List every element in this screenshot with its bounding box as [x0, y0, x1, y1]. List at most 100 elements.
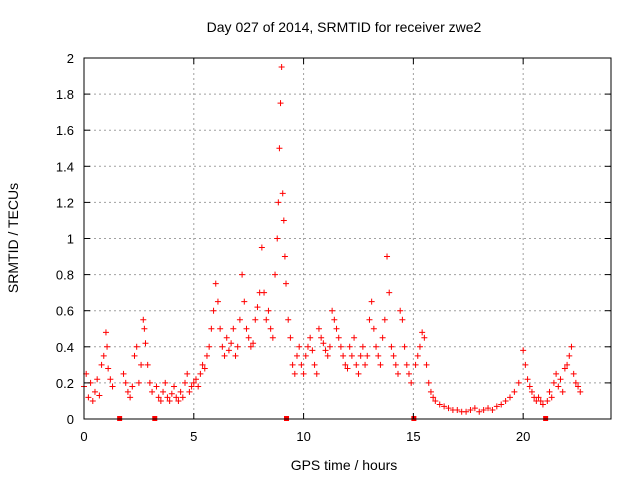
data-point [375, 352, 382, 359]
data-point [302, 352, 309, 359]
data-point [241, 298, 248, 305]
data-point [223, 334, 230, 341]
data-point [326, 343, 333, 350]
data-point [546, 388, 553, 395]
y-tick-label: 0.8 [56, 268, 74, 283]
data-point [522, 361, 529, 368]
data-point [379, 334, 386, 341]
y-tick-label: 0 [67, 412, 74, 427]
data-point [280, 217, 287, 224]
data-point [416, 343, 423, 350]
data-point [208, 325, 215, 332]
data-point [91, 388, 98, 395]
data-point [186, 388, 193, 395]
data-point [94, 376, 101, 383]
data-point [107, 376, 114, 383]
data-point [298, 361, 305, 368]
data-point [162, 379, 169, 386]
data-point [425, 379, 432, 386]
data-point [173, 394, 180, 401]
x-tick-label: 0 [80, 429, 87, 444]
data-point [454, 406, 461, 413]
data-point [250, 340, 257, 347]
data-point [355, 370, 362, 377]
data-point [311, 361, 318, 368]
data-point [85, 394, 92, 401]
data-point [287, 334, 294, 341]
data-point [184, 370, 191, 377]
data-point [476, 408, 483, 415]
data-point [331, 316, 338, 323]
data-point [564, 361, 571, 368]
data-point [153, 383, 160, 390]
data-point [535, 394, 542, 401]
x-axis-title: GPS time / hours [291, 457, 398, 473]
data-point [568, 343, 575, 350]
x-axis: 0 5 10 15 20 [80, 58, 530, 444]
data-point [261, 289, 268, 296]
data-point [351, 334, 358, 341]
data-point [140, 316, 147, 323]
data-point [318, 334, 325, 341]
data-point [559, 388, 566, 395]
data-point [234, 343, 241, 350]
data-point [239, 271, 246, 278]
data-point [392, 361, 399, 368]
data-point [315, 325, 322, 332]
data-point [274, 235, 281, 242]
data-point [296, 343, 303, 350]
data-point [243, 325, 250, 332]
data-point [414, 352, 421, 359]
data-point [206, 343, 213, 350]
data-point [537, 397, 544, 404]
data-point [526, 383, 533, 390]
data-point [219, 343, 226, 350]
data-point [329, 307, 336, 314]
data-point [188, 383, 195, 390]
grid [84, 58, 611, 419]
data-point [199, 361, 206, 368]
data-point [124, 388, 131, 395]
data-point [175, 397, 182, 404]
data-point [129, 383, 136, 390]
data-point [177, 388, 184, 395]
data-point [279, 190, 286, 197]
data-point [419, 329, 426, 336]
data-point [324, 352, 331, 359]
data-point [395, 370, 402, 377]
data-point [370, 325, 377, 332]
data-point [432, 397, 439, 404]
data-point [265, 307, 272, 314]
data-point [141, 325, 148, 332]
data-point [322, 347, 329, 354]
data-point [269, 334, 276, 341]
x-tick-label: 20 [516, 429, 530, 444]
y-axis-title: SRMTID / TECUs [5, 183, 21, 293]
data-point [105, 365, 112, 372]
x-tick-label: 5 [190, 429, 197, 444]
x-tick-label: 10 [296, 429, 310, 444]
data-point [138, 361, 145, 368]
data-point [190, 379, 197, 386]
data-point [245, 334, 252, 341]
y-tick-label: 1.4 [56, 159, 74, 174]
data-point [221, 352, 228, 359]
data-point [539, 401, 546, 408]
data-point [283, 280, 290, 287]
y-tick-label: 1 [67, 232, 74, 247]
data-point [335, 334, 342, 341]
data-point [405, 370, 412, 377]
y-tick-label: 0.2 [56, 376, 74, 391]
data-point [362, 361, 369, 368]
data-point [146, 379, 153, 386]
data-point [384, 253, 391, 260]
data-point [142, 340, 149, 347]
data-point [397, 307, 404, 314]
data-point [275, 199, 282, 206]
data-point [293, 352, 300, 359]
data-point [337, 343, 344, 350]
chart-title: Day 027 of 2014, SRMTID for receiver zwe… [207, 19, 482, 35]
data-point [212, 280, 219, 287]
data-point [340, 352, 347, 359]
